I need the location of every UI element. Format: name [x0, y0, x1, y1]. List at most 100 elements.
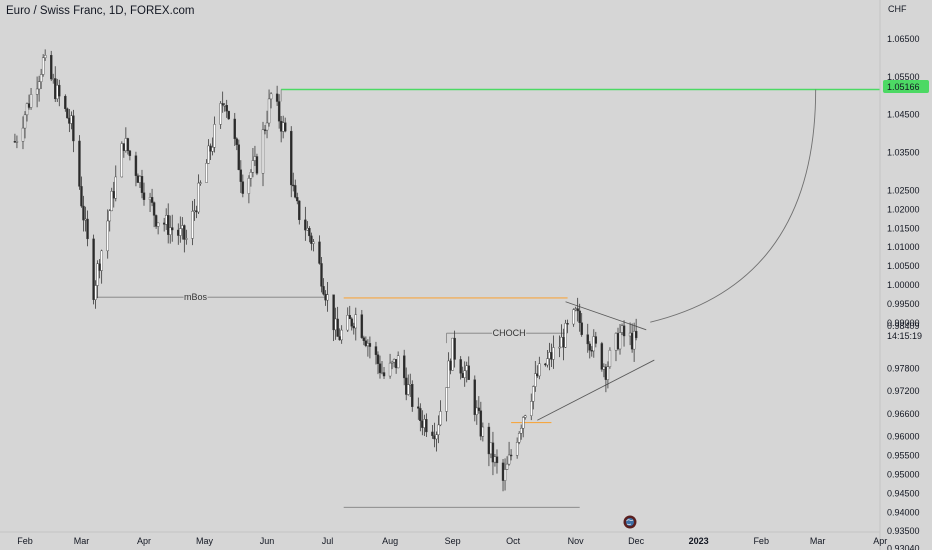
triangle-upper-line	[565, 301, 647, 331]
time-tick-label: Mar	[810, 536, 826, 546]
candle-body	[207, 145, 210, 164]
candle-body	[487, 426, 491, 455]
candle-body	[80, 186, 83, 207]
candle-body	[191, 211, 194, 239]
candle-body	[35, 88, 39, 95]
candle-body	[417, 406, 420, 409]
price-tick-label: 1.06500	[887, 34, 920, 44]
bar-countdown: 14:15:19	[887, 331, 922, 341]
candle-body	[92, 238, 95, 300]
price-tick-label: 1.01500	[887, 223, 920, 233]
candle-body	[616, 333, 620, 350]
candle-body	[322, 286, 325, 295]
choch-label-bg	[492, 327, 527, 340]
candle-body	[298, 200, 301, 221]
candle-body	[544, 363, 547, 366]
candle-body	[548, 352, 551, 359]
candle-body	[185, 238, 188, 240]
candle-body	[318, 241, 321, 264]
candle-body	[56, 84, 59, 100]
candle-body	[110, 191, 113, 212]
candle-body	[292, 184, 295, 187]
candle-body	[136, 175, 140, 183]
candle-body	[586, 334, 589, 345]
candle-body	[421, 420, 424, 428]
candle-body	[209, 145, 212, 152]
globe-icon-continents	[626, 519, 634, 525]
candle-body	[489, 442, 493, 455]
time-tick-label: Apr	[137, 536, 151, 546]
candle-body	[43, 55, 47, 59]
candle-body	[235, 138, 238, 145]
candle-body	[405, 377, 408, 395]
candle-body	[362, 337, 366, 341]
time-tick-label: May	[196, 536, 214, 546]
annotation-layer: mBos CHOCH	[183, 291, 527, 340]
candle-body	[558, 346, 561, 349]
candle-body	[465, 365, 468, 371]
candle-body	[437, 424, 440, 435]
candle-body	[366, 343, 370, 347]
mbos-label-bg	[183, 291, 208, 304]
candle-body	[326, 294, 329, 301]
candle-body	[58, 84, 61, 97]
candle-body	[21, 127, 25, 142]
candle-body	[538, 363, 541, 377]
price-tick-label: 1.03500	[887, 148, 920, 158]
candle-body	[205, 163, 208, 183]
marker-globe-icon[interactable]	[623, 515, 637, 529]
price-tick-label: 1.01000	[887, 242, 920, 252]
candle-body	[509, 454, 513, 457]
candle-body	[463, 370, 466, 378]
price-tick-label: 1.00500	[887, 261, 920, 271]
candle-body	[396, 355, 400, 369]
candle-body	[239, 169, 243, 182]
candle-body	[138, 176, 142, 183]
time-tick-label: Apr	[873, 536, 887, 546]
candle-body	[407, 384, 410, 395]
candle-body	[368, 343, 372, 347]
candle-body	[50, 55, 53, 80]
candle-body	[134, 155, 138, 176]
candle-body	[177, 229, 180, 236]
candle-body	[263, 129, 267, 131]
price-axis[interactable]: 1.06500 1.05500 1.04500 1.03500 1.02500 1.020…	[887, 34, 920, 550]
mbos-label: mBos	[184, 292, 208, 302]
price-tick-label: 0.99000	[887, 318, 920, 328]
candle-body	[100, 250, 103, 271]
candle-body	[388, 362, 392, 377]
candle-body	[423, 419, 426, 428]
candle-body	[241, 181, 245, 194]
candle-body	[98, 263, 101, 271]
time-tick-label: Nov	[568, 536, 585, 546]
price-tick-label: 0.93500	[887, 526, 920, 536]
candle-body	[211, 147, 214, 152]
target-price-box	[883, 80, 929, 93]
chart-title: Euro / Swiss Franc, 1D, FOREX.com	[6, 5, 195, 17]
candle-body	[269, 93, 273, 100]
time-axis[interactable]: Feb Mar Apr May Jun Jul Aug Sep Oct Nov Dec 2023 Feb…	[17, 536, 887, 546]
current-price-label: 0.98409 14:15:19	[887, 321, 922, 341]
candle-body	[495, 456, 499, 464]
candle-body	[120, 143, 124, 178]
candle-body	[618, 332, 622, 350]
candle-body	[560, 337, 563, 348]
candle-body	[572, 309, 575, 325]
candle-body	[433, 435, 436, 440]
candle-body	[306, 228, 309, 231]
candle-body	[501, 462, 505, 481]
candle-body	[29, 94, 33, 108]
candle-body	[374, 346, 378, 355]
candle-body	[380, 372, 384, 374]
candle-body	[13, 141, 17, 143]
candle-body	[360, 314, 364, 338]
candle-body	[78, 140, 81, 187]
candle-body	[142, 192, 146, 200]
candle-body	[181, 225, 184, 229]
candle-body	[223, 105, 226, 107]
candle-body	[449, 360, 452, 371]
candle-body	[411, 384, 414, 407]
price-tick-label: 1.00000	[887, 280, 920, 290]
candle-body	[614, 333, 618, 351]
